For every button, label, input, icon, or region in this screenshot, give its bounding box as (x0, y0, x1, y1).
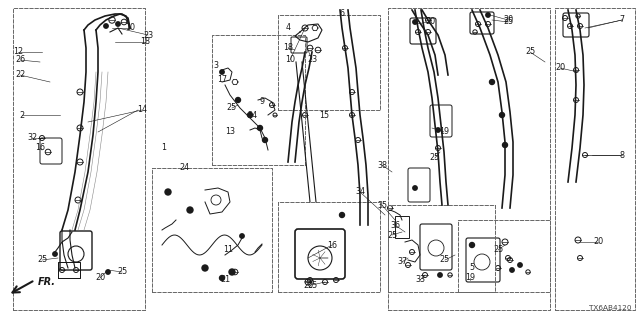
Text: 16: 16 (327, 241, 337, 250)
Text: 22: 22 (15, 70, 25, 79)
Text: 20: 20 (95, 274, 105, 283)
Text: 20: 20 (593, 237, 603, 246)
Text: 25: 25 (430, 154, 440, 163)
Text: 24: 24 (247, 110, 257, 119)
Text: 38: 38 (377, 161, 387, 170)
Circle shape (518, 263, 522, 267)
Text: 25: 25 (307, 281, 317, 290)
Circle shape (413, 20, 417, 24)
Text: 25: 25 (117, 268, 127, 276)
Circle shape (53, 252, 57, 256)
Circle shape (413, 186, 417, 190)
Text: 10: 10 (125, 23, 135, 33)
Text: 23: 23 (307, 55, 317, 65)
Text: 25: 25 (503, 18, 513, 27)
Circle shape (470, 243, 474, 247)
Text: FR.: FR. (38, 277, 56, 287)
Bar (395, 216, 409, 238)
Text: 25: 25 (227, 103, 237, 113)
Text: 19: 19 (465, 274, 475, 283)
Circle shape (436, 128, 440, 132)
Circle shape (499, 113, 504, 117)
Text: 19: 19 (439, 127, 449, 137)
Text: 18: 18 (140, 37, 150, 46)
Circle shape (502, 142, 508, 148)
Circle shape (165, 189, 171, 195)
Text: 2: 2 (19, 110, 24, 119)
Text: 26: 26 (15, 55, 25, 65)
Text: 12: 12 (13, 47, 23, 57)
Text: 7: 7 (620, 15, 625, 25)
Circle shape (257, 125, 262, 131)
Text: 11: 11 (223, 245, 233, 254)
Circle shape (486, 13, 490, 17)
Text: 9: 9 (259, 98, 264, 107)
Text: 34: 34 (355, 188, 365, 196)
Text: 25: 25 (440, 255, 450, 265)
Text: 20: 20 (555, 63, 565, 73)
Text: 25: 25 (387, 230, 397, 239)
Text: 33: 33 (415, 276, 425, 284)
Circle shape (104, 24, 108, 28)
Text: 8: 8 (620, 150, 625, 159)
Text: 20: 20 (425, 18, 435, 27)
Text: 35: 35 (377, 201, 387, 210)
Circle shape (438, 273, 442, 277)
Text: TX6AB4120: TX6AB4120 (589, 305, 631, 311)
Text: 36: 36 (390, 220, 400, 229)
Text: 25: 25 (525, 47, 535, 57)
Circle shape (106, 270, 110, 274)
Circle shape (220, 70, 224, 74)
Text: 14: 14 (137, 106, 147, 115)
Text: 10: 10 (285, 55, 295, 65)
Text: 17: 17 (217, 76, 227, 84)
Text: 20: 20 (503, 15, 513, 25)
Circle shape (229, 269, 235, 275)
Circle shape (240, 234, 244, 238)
Text: 3: 3 (214, 60, 218, 69)
Text: 1: 1 (161, 143, 166, 153)
Text: 4: 4 (285, 23, 291, 33)
Text: 37: 37 (397, 258, 407, 267)
Text: 15: 15 (319, 110, 329, 119)
Circle shape (339, 212, 344, 218)
Circle shape (116, 22, 120, 26)
Circle shape (262, 138, 268, 142)
Text: 21: 21 (220, 276, 230, 284)
Text: 13: 13 (225, 127, 235, 137)
Text: 18: 18 (283, 44, 293, 52)
Circle shape (220, 276, 225, 281)
Circle shape (202, 265, 208, 271)
Circle shape (510, 268, 514, 272)
Text: 16: 16 (35, 143, 45, 153)
Text: 25: 25 (493, 245, 503, 254)
Text: 23: 23 (143, 30, 153, 39)
Circle shape (248, 113, 253, 117)
Text: 25: 25 (37, 255, 47, 265)
Circle shape (236, 98, 241, 102)
Text: 6: 6 (339, 10, 344, 19)
Text: 20: 20 (303, 281, 313, 290)
Circle shape (187, 207, 193, 213)
Text: 32: 32 (27, 133, 37, 142)
Text: 24: 24 (179, 164, 189, 172)
Text: 5: 5 (469, 263, 475, 273)
Circle shape (490, 79, 495, 84)
